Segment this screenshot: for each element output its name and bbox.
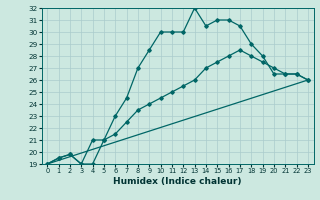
- X-axis label: Humidex (Indice chaleur): Humidex (Indice chaleur): [113, 177, 242, 186]
